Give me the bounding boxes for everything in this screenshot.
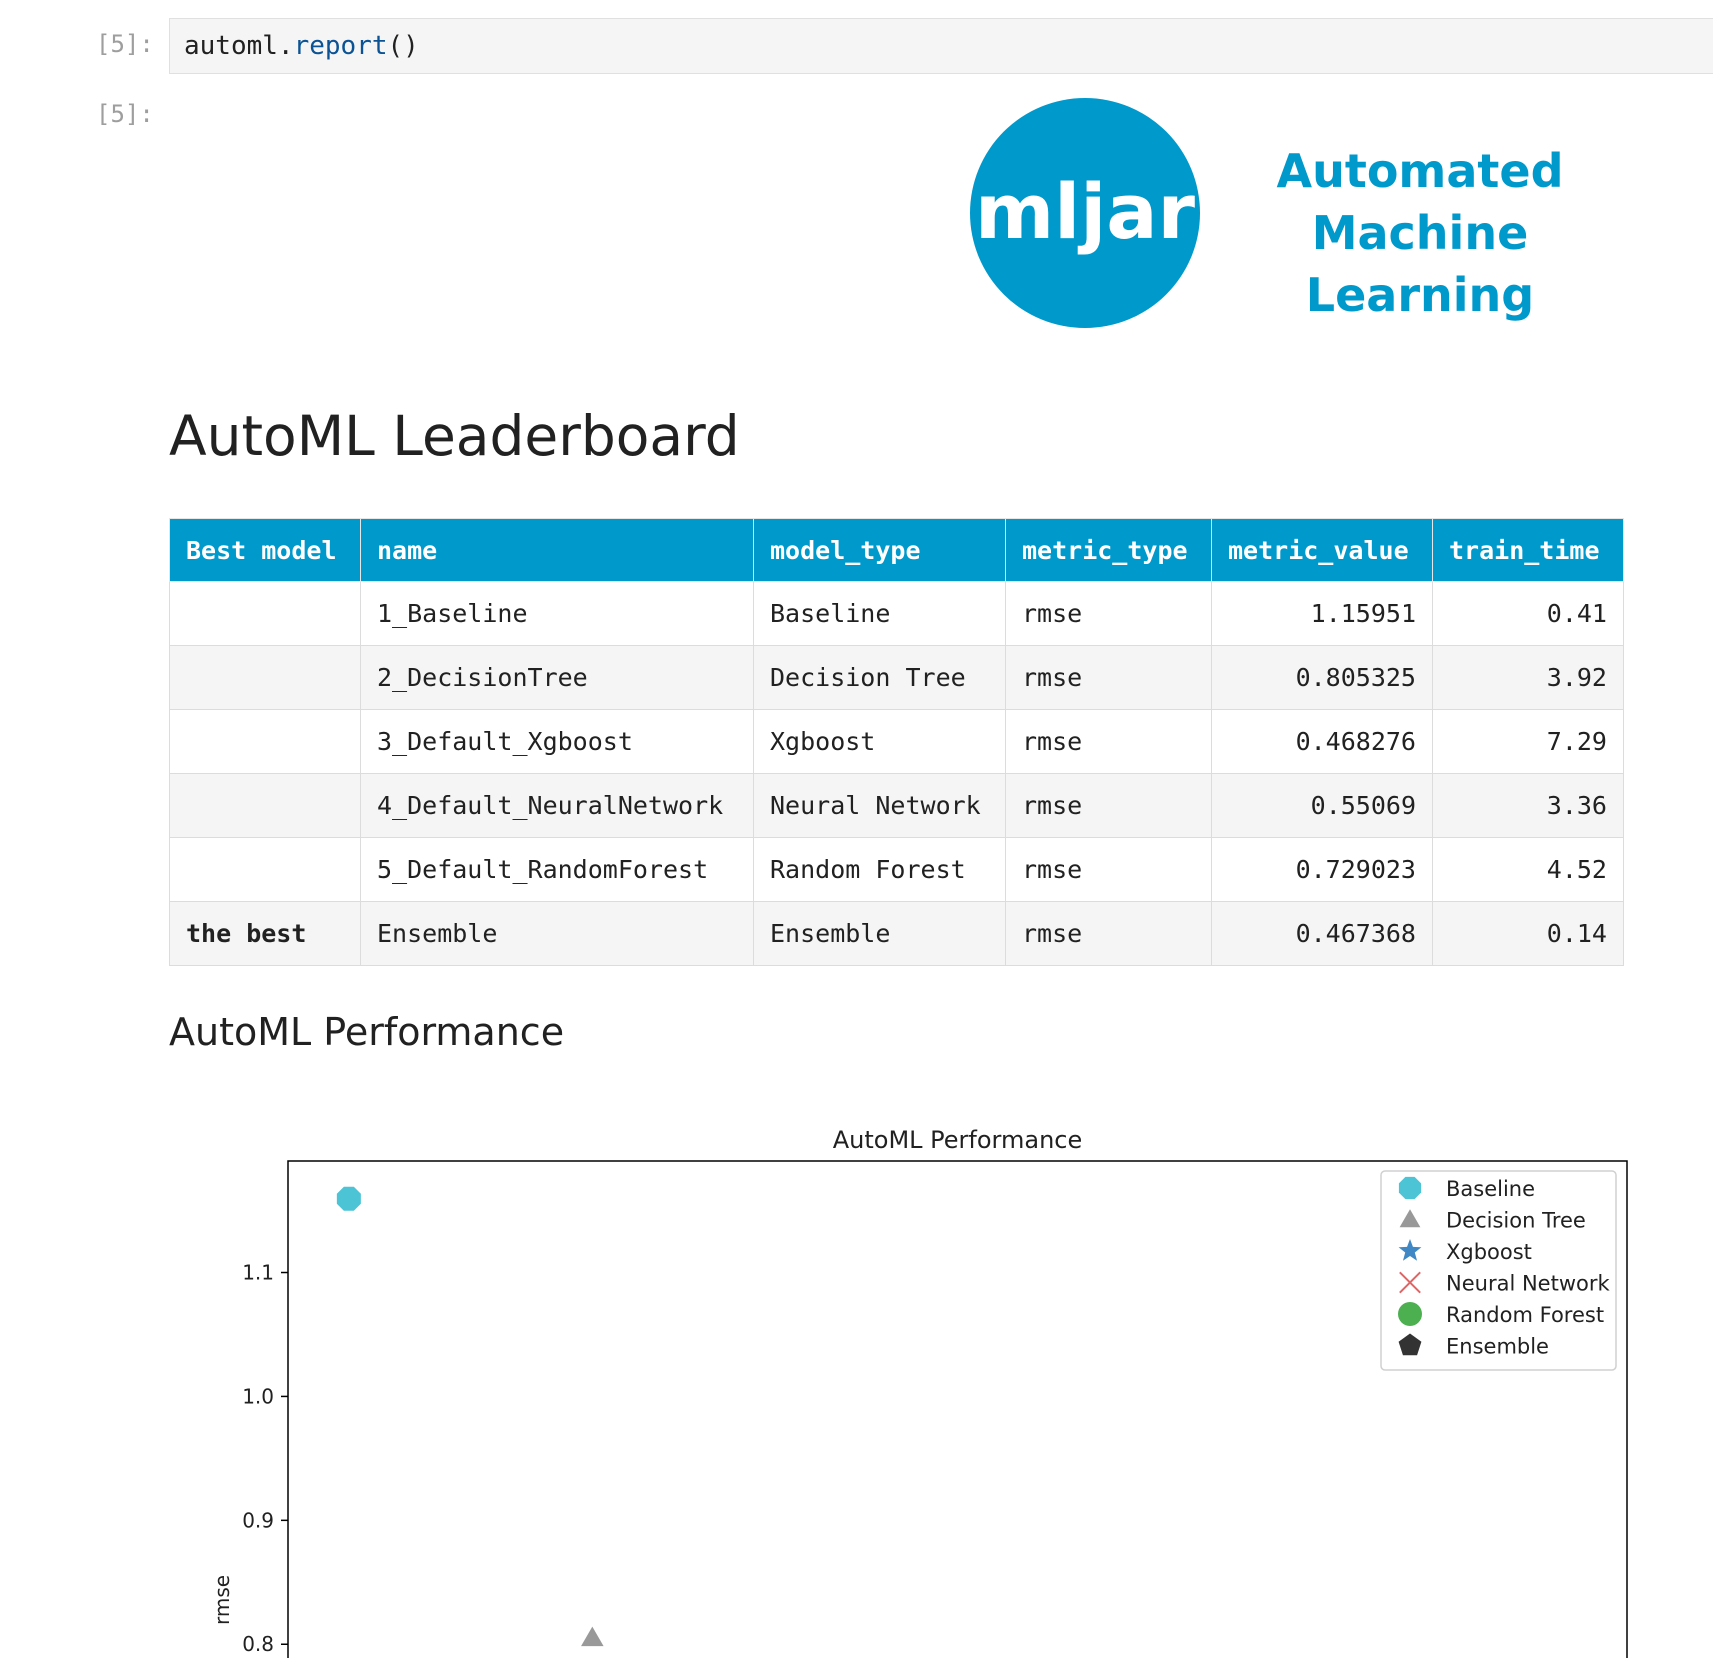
code-object: automl. xyxy=(184,31,294,61)
header-metric-value: metric_value xyxy=(1211,518,1433,582)
cell-best-model xyxy=(169,837,361,902)
table-row: 2_DecisionTree Decision Tree rmse 0.8053… xyxy=(169,645,1624,710)
cell-metric-type: rmse xyxy=(1005,773,1212,838)
cell-train-time: 0.14 xyxy=(1432,901,1624,966)
cell-model-type: Xgboost xyxy=(753,709,1006,774)
cell-name: 3_Default_Xgboost xyxy=(360,709,754,774)
legend-marker-baseline xyxy=(1398,1176,1422,1200)
cell-train-time: 3.92 xyxy=(1432,645,1624,710)
table-row: 3_Default_Xgboost Xgboost rmse 0.468276 … xyxy=(169,709,1624,774)
data-point-decision-tree xyxy=(581,1626,604,1647)
cell-model-type: Random Forest xyxy=(753,837,1006,902)
legend-label: Baseline xyxy=(1446,1177,1535,1201)
legend-label: Random Forest xyxy=(1446,1303,1604,1327)
header-train-time: train_time xyxy=(1432,518,1624,582)
y-tick-label: 0.8 xyxy=(242,1632,274,1656)
cell-model-type: Decision Tree xyxy=(753,645,1006,710)
cell-model-type: Ensemble xyxy=(753,901,1006,966)
cell-metric-type: rmse xyxy=(1005,645,1212,710)
cell-train-time: 4.52 xyxy=(1432,837,1624,902)
header-best-model: Best model xyxy=(169,518,361,582)
cell-best-model xyxy=(169,581,361,646)
cell-train-time: 3.36 xyxy=(1432,773,1624,838)
chart-legend xyxy=(1380,1170,1617,1371)
legend-marker-decision-tree xyxy=(1399,1209,1421,1228)
cell-name: 5_Default_RandomForest xyxy=(360,837,754,902)
cell-name: 4_Default_NeuralNetwork xyxy=(360,773,754,838)
legend-label: Decision Tree xyxy=(1446,1209,1586,1233)
data-point-baseline xyxy=(336,1186,361,1211)
legend-marker-neural-network xyxy=(1399,1271,1421,1294)
cell-metric-value: 1.15951 xyxy=(1211,581,1433,646)
leaderboard-table: Best model name model_type metric_type m… xyxy=(169,518,1624,966)
cell-metric-type: rmse xyxy=(1005,581,1212,646)
y-axis-label: rmse xyxy=(210,1575,234,1625)
leaderboard-title: AutoML Leaderboard xyxy=(169,404,740,468)
output-prompt: [5]: xyxy=(96,100,154,128)
code-args: () xyxy=(387,31,419,61)
cell-metric-type: rmse xyxy=(1005,709,1212,774)
code-function: report xyxy=(293,31,388,61)
table-header-row: Best model name model_type metric_type m… xyxy=(169,518,1624,582)
table-row: the best Ensemble Ensemble rmse 0.467368… xyxy=(169,901,1624,966)
cell-best-model xyxy=(169,773,361,838)
legend-marker-xgboost xyxy=(1398,1239,1422,1261)
cell-metric-value: 0.729023 xyxy=(1211,837,1433,902)
cell-metric-type: rmse xyxy=(1005,901,1212,966)
legend-label: Xgboost xyxy=(1446,1240,1532,1264)
input-prompt: [5]: xyxy=(96,30,154,58)
legend-marker-ensemble xyxy=(1398,1333,1422,1356)
cell-name: Ensemble xyxy=(360,901,754,966)
header-metric-type: metric_type xyxy=(1005,518,1212,582)
logo-tagline: Automated Machine Learning xyxy=(1210,140,1630,326)
logo-mark: mljar xyxy=(975,167,1196,256)
cell-metric-value: 0.805325 xyxy=(1211,645,1433,710)
y-tick-label: 1.1 xyxy=(242,1261,274,1285)
logo-line-1: Automated xyxy=(1276,144,1564,198)
header-name: name xyxy=(360,518,754,582)
plot-frame xyxy=(287,1160,1628,1658)
cell-metric-value: 0.467368 xyxy=(1211,901,1433,966)
chart-title: AutoML Performance xyxy=(833,1126,1083,1154)
code-input-cell[interactable]: automl.report() xyxy=(169,18,1713,74)
cell-best-model xyxy=(169,709,361,774)
cell-name: 2_DecisionTree xyxy=(360,645,754,710)
table-row: 1_Baseline Baseline rmse 1.15951 0.41 xyxy=(169,581,1624,646)
table-row: 5_Default_RandomForest Random Forest rms… xyxy=(169,837,1624,902)
table-row: 4_Default_NeuralNetwork Neural Network r… xyxy=(169,773,1624,838)
cell-model-type: Neural Network xyxy=(753,773,1006,838)
legend-label: Ensemble xyxy=(1446,1335,1549,1359)
cell-metric-type: rmse xyxy=(1005,837,1212,902)
y-tick-label: 1.0 xyxy=(242,1384,274,1408)
cell-model-type: Baseline xyxy=(753,581,1006,646)
cell-best-model: the best xyxy=(169,901,361,966)
y-tick-label: 0.9 xyxy=(242,1508,274,1532)
logo-line-2: Machine Learning xyxy=(1305,206,1535,322)
cell-train-time: 0.41 xyxy=(1432,581,1624,646)
cell-train-time: 7.29 xyxy=(1432,709,1624,774)
mljar-logo-icon: mljar xyxy=(970,98,1200,328)
performance-heading: AutoML Performance xyxy=(169,1010,565,1054)
legend-marker-random-forest xyxy=(1398,1302,1422,1326)
legend-label: Neural Network xyxy=(1446,1272,1610,1296)
